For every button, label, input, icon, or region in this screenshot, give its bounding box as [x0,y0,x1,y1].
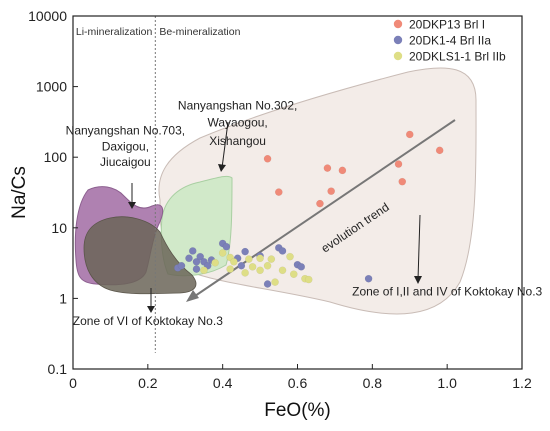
series-2-point-7 [245,255,253,263]
x-tick-label-5: 1.0 [437,375,457,391]
series-2-point-2 [218,249,227,257]
legend-label-2: 20DKLS1-1 Brl IIb [409,50,506,64]
series-1-point-21 [364,274,373,283]
x-tick-label-3: 0.6 [288,375,308,391]
series-1-point-16 [263,280,272,288]
series-2-point-10 [256,266,264,275]
series-2-point-8 [248,262,257,271]
series-2-point-15 [286,252,294,261]
y-axis-title: Na/Cs [9,166,30,219]
annotation-5: Jiucaigou [100,155,151,169]
series-2-point-11 [263,261,272,270]
annotation-pointers [128,121,422,313]
series-1-point-1 [177,261,186,270]
series-1-point-13 [237,261,246,270]
series-0-point-5 [338,166,347,175]
legend-label-1: 20DK1-4 Brl IIa [409,34,491,48]
series-2-point-4 [226,265,234,273]
data-points [173,130,444,288]
y-tick-label-4: 1000 [36,79,67,95]
series-0-point-8 [405,130,414,139]
legend-marker-0 [393,19,403,29]
series-0-point-0 [263,154,272,163]
series-1-point-3 [188,247,197,255]
y-tick-label-1: 1 [59,290,67,306]
series-2-point-13 [271,278,279,286]
x-tick-label-6: 1.2 [512,375,532,391]
series-2-point-14 [278,266,287,275]
series-2-point-5 [230,257,238,266]
series-0-point-7 [398,177,407,186]
series-2-point-9 [256,254,264,263]
series-1-point-6 [196,252,205,261]
series-0-point-9 [435,146,444,155]
legend: 20DKP13 Brl I 20DK1-4 Brl IIa 20DKLS1-1 Br… [393,18,506,64]
series-2-point-18 [304,275,313,284]
x-axis-title: FeO(%) [264,400,331,421]
annotation-4: Daxigou, [102,139,149,153]
x-tick-label-2: 0.4 [213,375,233,391]
x-tick-label-0: 0 [69,375,77,391]
x-tick-label-4: 0.8 [363,375,383,391]
series-1-point-4 [192,257,201,266]
series-1-point-5 [192,265,201,273]
series-2-point-12 [267,255,276,263]
y-tick-label-3: 100 [44,149,68,165]
annotation-8: Zone of VI of Koktokay No.3 [73,314,223,328]
series-2-point-0 [200,266,208,275]
y-tick-label-2: 10 [51,220,67,236]
annotation-1: Wayaogou, [208,116,268,130]
series-1-point-18 [278,247,287,255]
series-1-point-11 [222,242,231,251]
series-0-point-2 [316,199,324,208]
be-mineralization-label: Be-mineralization [159,26,240,38]
annotation-7: Zone of I,II and IV of Koktokay No.3 [352,284,542,298]
legend-marker-2 [393,51,403,61]
series-2-point-16 [289,270,298,279]
series-1-point-14 [241,247,249,256]
zone-regions [74,67,477,315]
legend-marker-1 [393,35,403,45]
series-1-point-20 [297,262,306,271]
annotation-2: Xishangou [209,134,266,148]
series-0-point-3 [323,164,332,172]
series-2-point-1 [211,258,220,267]
legend-label-0: 20DKP13 Brl I [409,18,485,32]
series-1-point-2 [185,254,193,263]
axes: 0 0.2 0.4 0.6 0.8 1.0 1.2 0.1 1 10 100 1000 10000 FeO… [9,8,532,421]
y-tick-label-5: 10000 [28,8,67,24]
series-0-point-6 [394,160,403,168]
li-mineralization-label: Li-mineralization [76,26,153,38]
series-2-point-6 [241,269,249,277]
x-tick-label-1: 0.2 [138,375,158,391]
y-tick-label-0: 0.1 [48,361,68,377]
annotation-0: Nanyangshan No.302, [178,99,297,113]
annotation-3: Nanyangshan No.703, [66,123,185,137]
series-0-point-4 [327,187,336,196]
series-0-point-1 [274,188,283,196]
zone-koktokay-vi-region [83,216,197,295]
